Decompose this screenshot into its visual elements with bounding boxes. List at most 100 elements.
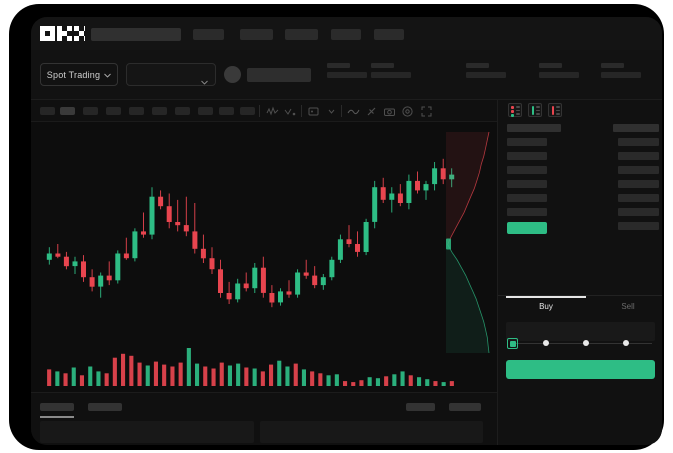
nav-item-4[interactable] [331, 29, 361, 40]
indicator-icon[interactable] [266, 105, 279, 118]
orderbook-right-row[interactable] [618, 166, 659, 174]
slider-mark-75[interactable] [623, 340, 629, 346]
nav-item-1[interactable] [193, 29, 224, 40]
stat-change [327, 63, 373, 78]
okx-logo-icon[interactable] [40, 26, 85, 41]
stat-right-3-label [601, 63, 624, 68]
stat-high [371, 63, 417, 78]
timeframe-button-4[interactable] [106, 107, 121, 115]
chevron-down-icon [104, 70, 112, 80]
pair-name-label [247, 68, 311, 82]
orderbook-left-row[interactable] [507, 208, 547, 216]
timeframe-button-7[interactable] [175, 107, 190, 115]
tab-order-history[interactable] [88, 403, 122, 411]
candlestick-chart [46, 158, 455, 308]
price-chart-area[interactable] [31, 122, 497, 392]
slider-handle[interactable] [507, 338, 518, 349]
orderbook-mode-bids[interactable] [528, 103, 542, 117]
slider-mark-50[interactable] [583, 340, 589, 346]
toolbar-divider [259, 105, 260, 117]
stat-right-2-value [539, 72, 579, 78]
nav-item-2[interactable] [240, 29, 273, 40]
place-buy-order-button[interactable] [506, 360, 655, 379]
stat-change-label [327, 63, 350, 68]
stat-right-1-value [466, 72, 506, 78]
timeframe-button-5[interactable] [129, 107, 144, 115]
toolbar-divider-3 [341, 105, 342, 117]
slider-mark-25[interactable] [543, 340, 549, 346]
toolbar-divider-2 [301, 105, 302, 117]
chart-toolbar [31, 100, 497, 122]
order-field-row-1[interactable] [506, 322, 655, 339]
order-card-1[interactable] [40, 421, 254, 443]
chevron-down-icon [201, 72, 208, 90]
line-chart-icon[interactable] [347, 105, 360, 118]
stat-right-3 [601, 63, 647, 78]
app-screen: Spot Trading [31, 17, 662, 445]
order-book-panel: Buy Sell [497, 100, 662, 445]
orderbook-right-row[interactable] [618, 180, 659, 188]
tab-open-orders[interactable] [40, 403, 74, 418]
orderbook-right-row[interactable] [618, 222, 659, 230]
stat-right-2 [539, 63, 585, 78]
orderbook-left-row[interactable] [507, 180, 547, 188]
timeframe-button-10[interactable] [240, 107, 255, 115]
magnet-icon[interactable] [365, 105, 378, 118]
orderbook-mode-group [508, 103, 562, 117]
tab-tools[interactable] [449, 403, 481, 411]
timeframe-button-1[interactable] [40, 107, 55, 115]
orderbook-left-row[interactable] [507, 152, 547, 160]
orderbook-right-header [613, 124, 659, 132]
stat-right-1-label [466, 63, 489, 68]
settings-icon[interactable] [401, 105, 414, 118]
chevron-down-icon[interactable] [325, 105, 338, 118]
compare-icon[interactable] [284, 105, 297, 118]
stat-right-1 [466, 63, 512, 78]
pair-coin-avatar [224, 66, 241, 83]
orderbook-mode-asks[interactable] [548, 103, 562, 117]
depth-chart-overlay [446, 131, 490, 354]
tab-assets[interactable] [406, 403, 435, 411]
orderbook-left-header [507, 124, 561, 132]
stat-right-2-label [539, 63, 562, 68]
orders-panel [31, 392, 497, 445]
orderbook-right-row[interactable] [618, 138, 659, 146]
orderbook-right-row[interactable] [618, 208, 659, 216]
template-icon[interactable] [307, 105, 320, 118]
trading-mode-button[interactable]: Spot Trading [40, 63, 118, 86]
trading-mode-label: Spot Trading [46, 69, 101, 80]
amount-percent-slider[interactable] [510, 343, 652, 344]
order-book-rows[interactable] [498, 122, 662, 312]
orderbook-left-row[interactable] [507, 138, 547, 146]
timeframe-button-8[interactable] [198, 107, 213, 115]
fullscreen-icon[interactable] [420, 105, 433, 118]
orderbook-right-row[interactable] [618, 194, 659, 202]
orderbook-left-row[interactable] [507, 166, 547, 174]
camera-icon[interactable] [383, 105, 396, 118]
tab-buy[interactable]: Buy [539, 302, 553, 311]
global-search-input[interactable] [91, 28, 181, 41]
stat-high-label [371, 63, 394, 68]
top-navigation-bar [31, 17, 662, 50]
orderbook-right-row[interactable] [618, 152, 659, 160]
timeframe-button-3[interactable] [83, 107, 98, 115]
stat-right-3-value [601, 72, 641, 78]
orderbook-left-row-highlighted[interactable] [507, 222, 547, 234]
pair-select[interactable] [126, 63, 216, 86]
timeframe-button-2[interactable] [60, 107, 75, 115]
tab-sell[interactable]: Sell [621, 302, 635, 311]
orderbook-mode-both[interactable] [508, 103, 522, 117]
volume-histogram [47, 348, 454, 386]
buy-tab-active-indicator [506, 296, 586, 298]
orderbook-left-row[interactable] [507, 194, 547, 202]
nav-item-5[interactable] [374, 29, 404, 40]
timeframe-button-6[interactable] [152, 107, 167, 115]
market-subheader: Spot Trading [31, 50, 662, 100]
buy-sell-tab-group: Buy Sell [498, 295, 662, 319]
nav-item-3[interactable] [285, 29, 318, 40]
stat-change-value [327, 72, 367, 78]
stat-high-value [371, 72, 411, 78]
timeframe-button-9[interactable] [219, 107, 234, 115]
order-card-2[interactable] [260, 421, 483, 443]
